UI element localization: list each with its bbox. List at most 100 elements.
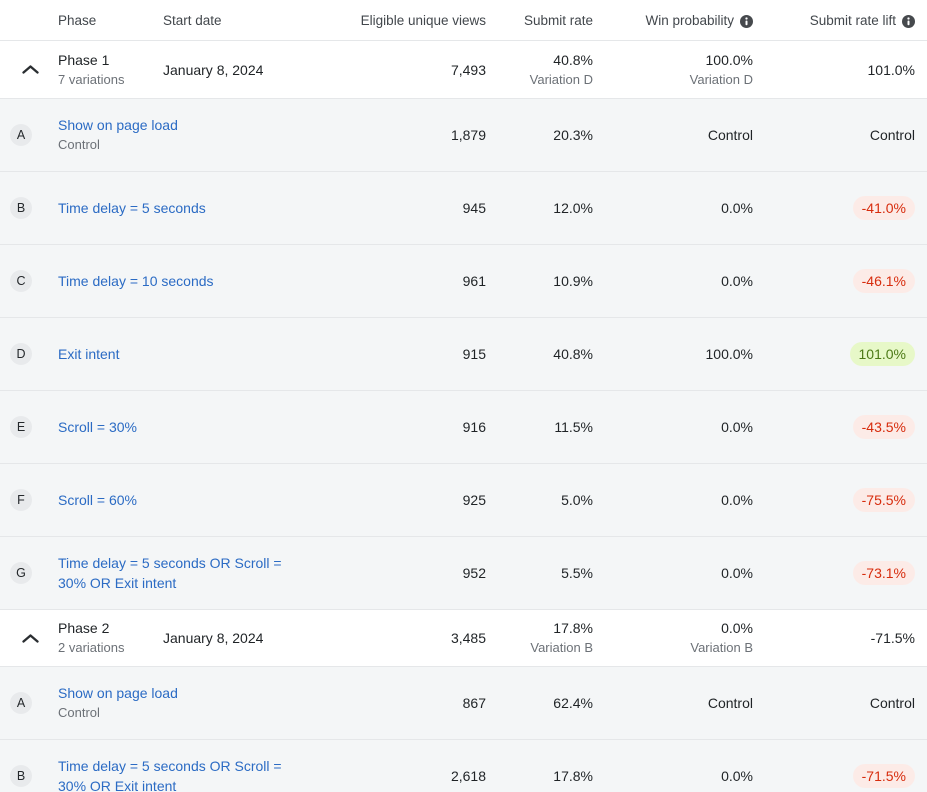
lift-value: -71.5% xyxy=(870,630,915,646)
row-lead-cell: B xyxy=(0,740,58,792)
eligible-views-cell: 2,618 xyxy=(343,740,486,792)
eligible-views-value: 961 xyxy=(462,273,486,289)
variation-row: G Time delay = 5 seconds OR Scroll = 30% … xyxy=(0,536,927,609)
eligible-views-cell: 1,879 xyxy=(343,99,486,171)
submit-rate-lift-cell: Control xyxy=(753,667,915,739)
variation-badge: F xyxy=(10,489,32,511)
lift-badge: -43.5% xyxy=(852,415,915,439)
variation-link[interactable]: Time delay = 5 seconds OR Scroll = 30% O… xyxy=(58,758,282,792)
variation-link[interactable]: Show on page load xyxy=(58,685,178,701)
variation-label-cell: Show on page load Control xyxy=(58,99,343,171)
win-probability-value: 0.0% xyxy=(721,273,753,289)
win-probability-value: 0.0% xyxy=(721,419,753,435)
lift-badge: 101.0% xyxy=(849,342,915,366)
column-label: Phase xyxy=(58,12,97,28)
win-probability-value: Control xyxy=(707,127,753,143)
row-lead-cell: G xyxy=(0,537,58,609)
info-icon[interactable] xyxy=(740,14,753,28)
lift-value: 101.0% xyxy=(867,61,915,78)
submit-rate-lift-cell: -75.5% xyxy=(753,464,915,536)
column-header-win-probability: Win probability xyxy=(593,0,753,40)
lift-badge: -73.1% xyxy=(852,561,915,585)
win-probability-value: Control xyxy=(707,695,753,711)
submit-rate-cell: 20.3% xyxy=(486,99,593,171)
variation-row: A Show on page load Control 867 62.4% Control… xyxy=(0,666,927,739)
text-stack: Phase 1 7 variations xyxy=(58,50,124,90)
submit-rate-cell: 17.8% xyxy=(486,740,593,792)
variation-link[interactable]: Time delay = 5 seconds OR Scroll = 30% O… xyxy=(58,555,282,591)
text-stack: Scroll = 30% xyxy=(58,417,137,437)
row-lead-cell: E xyxy=(0,391,58,463)
eligible-views-value: 916 xyxy=(462,419,486,435)
variation-row: A Show on page load Control 1,879 20.3% Contr… xyxy=(0,98,927,171)
column-label: Submit rate lift xyxy=(809,12,896,28)
table-body: Phase 1 7 variations January 8, 2024 7,493 4… xyxy=(0,41,927,792)
column-label: Submit rate xyxy=(523,12,593,28)
variation-label-cell: Time delay = 5 seconds OR Scroll = 30% O… xyxy=(58,740,343,792)
submit-rate-cell: 11.5% xyxy=(486,391,593,463)
variation-badge: B xyxy=(10,765,32,787)
text-stack: 40.8% Variation D xyxy=(530,50,593,90)
variation-link[interactable]: Scroll = 60% xyxy=(58,492,137,508)
submit-rate-value: 5.0% xyxy=(561,492,593,508)
submit-rate-value: 10.9% xyxy=(553,273,593,289)
submit-rate-lift-cell: 101.0% xyxy=(753,318,915,390)
text-stack: 100.0% xyxy=(706,344,753,364)
submit-rate-cell: 40.8% xyxy=(486,318,593,390)
lift-badge: -46.1% xyxy=(852,269,915,293)
phase-row: Phase 1 7 variations January 8, 2024 7,493 4… xyxy=(0,41,927,98)
variation-link[interactable]: Exit intent xyxy=(58,346,120,362)
variation-badge: G xyxy=(10,562,32,584)
variation-link[interactable]: Time delay = 10 seconds xyxy=(58,273,214,289)
eligible-views-value: 7,493 xyxy=(450,61,486,78)
lift-value: Control xyxy=(869,127,915,143)
submit-rate-lift-cell: -46.1% xyxy=(753,245,915,317)
column-label: Win probability xyxy=(645,12,734,28)
variation-label-cell: Scroll = 30% xyxy=(58,391,343,463)
text-stack: 0.0% xyxy=(721,490,753,510)
phase-name: Phase 1 xyxy=(58,51,110,68)
win-probability-cell: 0.0% xyxy=(593,537,753,609)
text-stack: 0.0% xyxy=(721,766,753,786)
eligible-views-cell: 961 xyxy=(343,245,486,317)
win-probability-value: 0.0% xyxy=(721,492,753,508)
eligible-views-cell: 952 xyxy=(343,537,486,609)
text-stack: Show on page load Control xyxy=(58,683,178,723)
submit-rate-cell: 10.9% xyxy=(486,245,593,317)
variation-link[interactable]: Show on page load xyxy=(58,117,178,133)
submit-rate-cell: 17.8% Variation B xyxy=(486,610,593,666)
phase-variations-count: 2 variations xyxy=(58,640,125,655)
collapse-phase-button[interactable] xyxy=(18,628,43,649)
text-stack: 20.3% xyxy=(553,125,593,145)
lift-value: Control xyxy=(869,695,915,711)
eligible-views-cell: 3,485 xyxy=(343,610,486,666)
submit-rate-value: 11.5% xyxy=(554,419,593,435)
row-lead-cell: B xyxy=(0,172,58,244)
win-probability-value: 100.0% xyxy=(705,346,753,362)
start-date-value: January 8, 2024 xyxy=(163,61,264,78)
win-probability-value: 100.0% xyxy=(705,51,753,68)
text-stack: 0.0% xyxy=(721,271,753,291)
text-stack: 62.4% xyxy=(553,693,593,713)
phase-variations-count: 7 variations xyxy=(58,71,125,87)
text-stack: 17.8% xyxy=(553,766,593,786)
table-header: Phase Start date Eligible unique views S… xyxy=(0,0,927,41)
text-stack: 0.0% xyxy=(721,198,753,218)
eligible-views-cell: 916 xyxy=(343,391,486,463)
variation-link[interactable]: Time delay = 5 seconds xyxy=(58,200,206,216)
text-stack: 100.0% Variation D xyxy=(690,50,753,90)
variation-link[interactable]: Scroll = 30% xyxy=(58,419,137,435)
column-label: Start date xyxy=(163,12,222,28)
variation-badge: C xyxy=(10,270,32,292)
eligible-views-cell: 945 xyxy=(343,172,486,244)
variation-row: E Scroll = 30% 916 11.5% 0.0% -43.5% xyxy=(0,390,927,463)
eligible-views-value: 2,618 xyxy=(450,768,486,784)
info-icon[interactable] xyxy=(902,14,915,28)
submit-rate-value: 20.3% xyxy=(553,127,593,143)
text-stack: Time delay = 10 seconds xyxy=(58,271,214,291)
submit-rate-value: 40.8% xyxy=(553,51,593,68)
submit-rate-cell: 40.8% Variation D xyxy=(486,41,593,98)
collapse-phase-button[interactable] xyxy=(18,59,43,80)
win-probability-value: 0.0% xyxy=(721,200,753,216)
submit-rate-lift-cell: -41.0% xyxy=(753,172,915,244)
